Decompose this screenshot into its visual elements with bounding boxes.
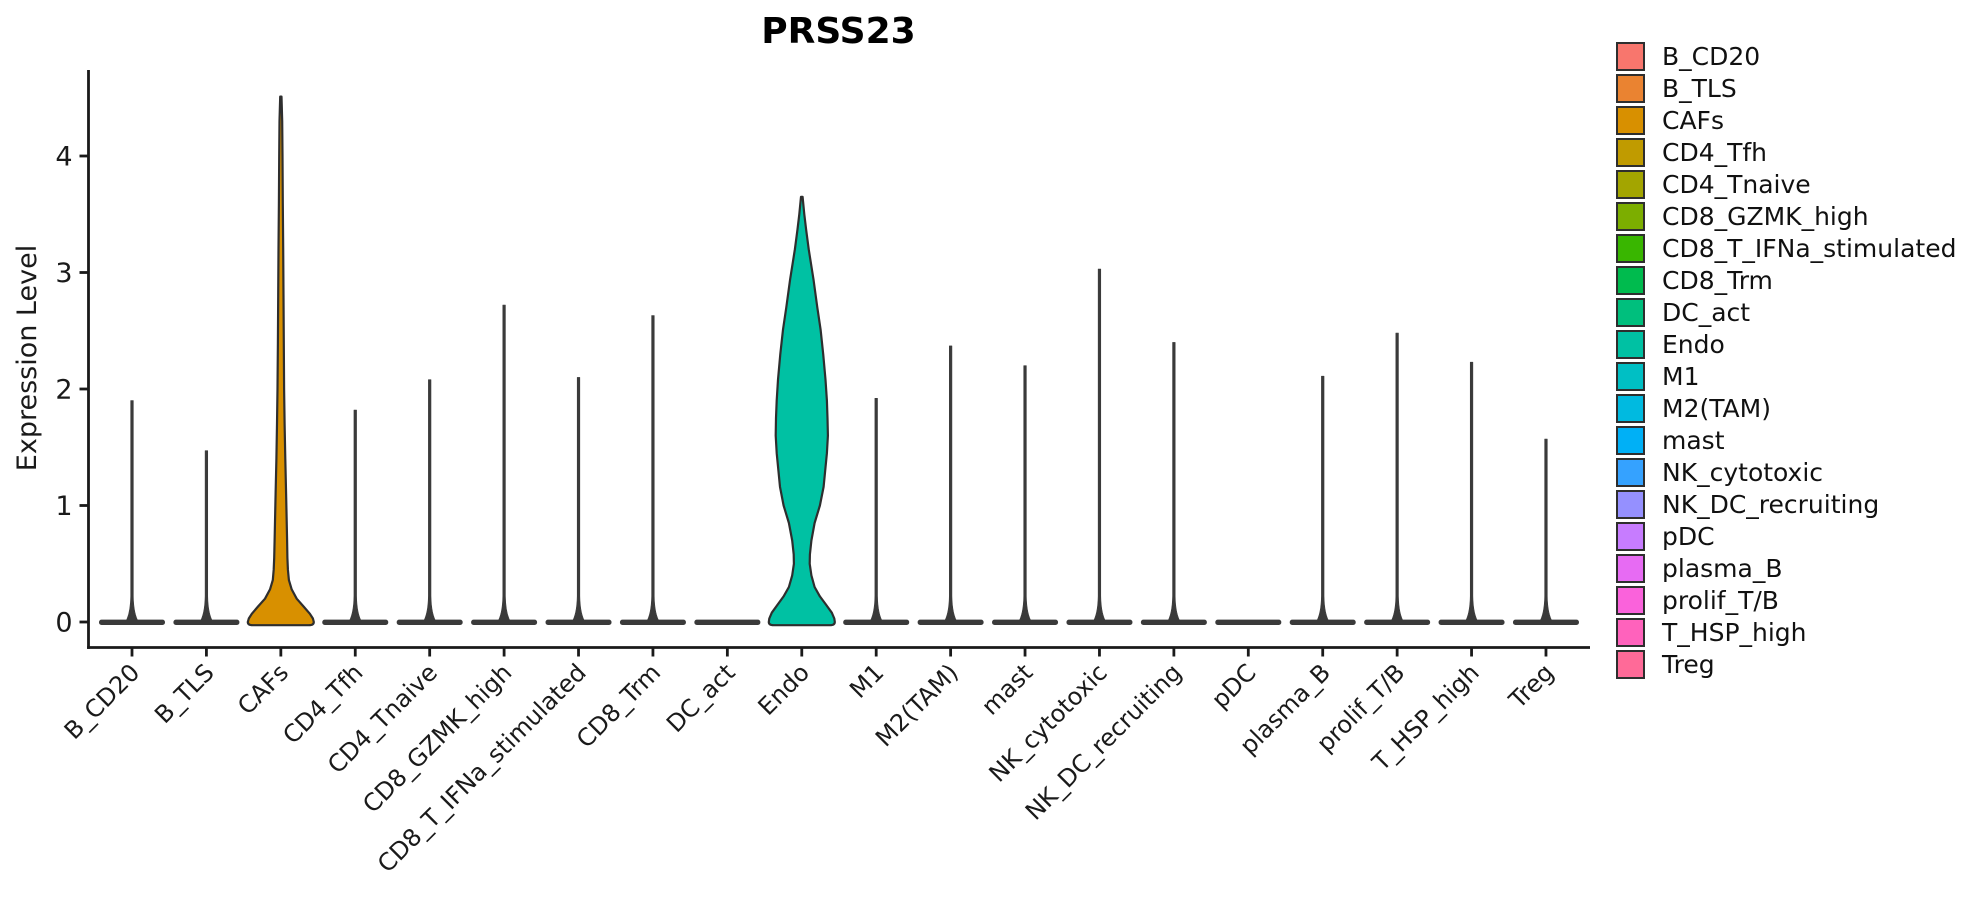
legend-label: mast [1662,426,1725,455]
legend-item-M1: M1 [1616,362,1956,391]
y-tick-label: 3 [55,258,72,289]
legend-swatch [1616,618,1645,647]
chart-title: PRSS23 [761,11,916,52]
legend-label: M2(TAM) [1662,394,1771,423]
expression-spike-NK_DC_recruiting [1166,342,1182,624]
legend-item-Endo: Endo [1616,330,1956,359]
x-tick-label: mast [976,658,1038,720]
legend-label: B_TLS [1662,74,1737,103]
legend-swatch [1616,554,1645,583]
x-tick-label: B_CD20 [59,658,145,744]
expression-spike-T_HSP_high [1464,361,1479,624]
legend-label: CD4_Tnaive [1662,170,1811,199]
expression-spike-B_CD20 [124,400,140,624]
legend-swatch [1616,586,1645,615]
legend-swatch [1616,234,1645,263]
expression-spike-CD8_T_IFNa_stimulated [571,377,586,624]
legend-label: Endo [1662,330,1725,359]
legend-swatch [1616,170,1645,199]
legend-swatch [1616,650,1645,679]
legend-swatch [1616,522,1645,551]
legend-swatch [1616,362,1645,391]
expression-spike-M1 [868,398,884,624]
legend-swatch [1616,330,1645,359]
legend-item-prolif_T/B: prolif_T/B [1616,586,1956,615]
legend-swatch [1616,106,1645,135]
expression-spike-CD8_Trm [645,315,661,624]
legend-item-NK_DC_recruiting: NK_DC_recruiting [1616,490,1956,519]
legend-label: CD8_T_IFNa_stimulated [1662,234,1957,263]
legend-label: M1 [1662,362,1700,391]
expression-spike-prolif_T/B [1389,332,1405,624]
y-tick-label: 1 [55,491,72,522]
legend-item-CAFs: CAFs [1616,106,1956,135]
legend-label: plasma_B [1662,554,1783,583]
expression-spike-CD4_Tfh [347,409,363,624]
legend-item-CD8_Trm: CD8_Trm [1616,266,1956,295]
x-tick-label: M2(TAM) [870,658,964,752]
x-tick-label: pDC [1206,658,1261,713]
legend-item-CD4_Tfh: CD4_Tfh [1616,138,1956,167]
expression-spike-Treg [1538,438,1554,624]
legend-label: NK_cytotoxic [1662,458,1824,487]
x-tick-label: CAFs [232,658,294,720]
legend-item-B_CD20: B_CD20 [1616,42,1956,71]
legend-item-NK_cytotoxic: NK_cytotoxic [1616,458,1956,487]
legend-item-CD8_T_IFNa_stimulated: CD8_T_IFNa_stimulated [1616,234,1956,263]
x-tick-label: Endo [753,658,815,720]
legend-swatch [1616,266,1645,295]
legend-swatch [1616,394,1645,423]
y-tick-label: 0 [55,608,72,639]
x-tick-label: B_TLS [149,658,220,729]
legend-swatch [1616,202,1645,231]
expression-spike-CD8_GZMK_high [496,304,512,624]
legend-item-B_TLS: B_TLS [1616,74,1956,103]
legend-item-M2(TAM): M2(TAM) [1616,394,1956,423]
legend-item-plasma_B: plasma_B [1616,554,1956,583]
legend-item-mast: mast [1616,426,1956,455]
legend-item-CD8_GZMK_high: CD8_GZMK_high [1616,202,1956,231]
legend-item-pDC: pDC [1616,522,1956,551]
expression-spike-NK_cytotoxic [1092,268,1107,624]
legend-swatch [1616,458,1645,487]
legend-item-T_HSP_high: T_HSP_high [1616,618,1956,647]
expression-spike-M2(TAM) [943,345,958,624]
expression-spike-plasma_B [1315,375,1331,624]
legend: B_CD20 B_TLS CAFs CD4_Tfh CD4_Tnaive CD8_GZMK… [1616,42,1956,679]
zero-density-bar-pDC [1215,619,1282,625]
legend-swatch [1616,298,1645,327]
legend-label: B_CD20 [1662,42,1761,71]
legend-swatch [1616,74,1645,103]
legend-label: Treg [1662,650,1715,679]
legend-label: T_HSP_high [1662,618,1807,647]
legend-label: pDC [1662,522,1715,551]
legend-label: CAFs [1662,106,1724,135]
legend-item-CD4_Tnaive: CD4_Tnaive [1616,170,1956,199]
legend-label: prolif_T/B [1662,586,1779,615]
expression-spike-mast [1017,365,1033,624]
x-tick-label: DC_act [661,658,741,738]
expression-spike-CD4_Tnaive [422,379,437,624]
zero-density-bar-DC_act [694,619,761,625]
legend-item-Treg: Treg [1616,650,1956,679]
legend-swatch [1616,490,1645,519]
legend-item-DC_act: DC_act [1616,298,1956,327]
violin-CAFs [246,95,315,627]
y-tick-label: 4 [55,142,72,173]
legend-label: CD4_Tfh [1662,138,1768,167]
legend-swatch [1616,426,1645,455]
legend-swatch [1616,42,1645,71]
legend-label: CD8_GZMK_high [1662,202,1869,231]
legend-label: NK_DC_recruiting [1662,490,1880,519]
violin-Endo [767,195,836,627]
x-tick-label: Treg [1503,658,1559,714]
legend-label: DC_act [1662,298,1751,327]
y-tick-label: 2 [55,375,72,406]
x-tick-label: M1 [844,658,889,703]
expression-spike-B_TLS [199,450,214,624]
legend-label: CD8_Trm [1662,266,1773,295]
legend-swatch [1616,138,1645,167]
